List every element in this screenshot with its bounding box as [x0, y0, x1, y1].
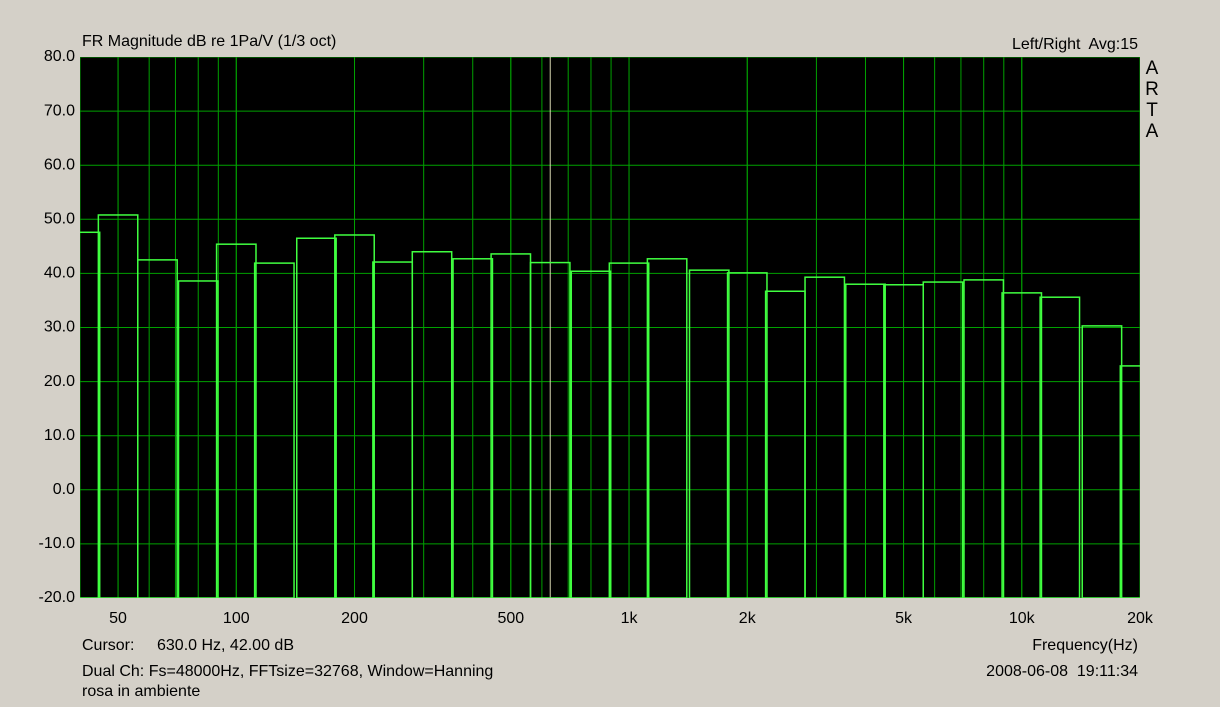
bar	[137, 259, 178, 598]
footer: Dual Ch: Fs=48000Hz, FFTsize=32768, Wind…	[82, 663, 493, 680]
x-tick-label: 1k	[621, 610, 639, 627]
bar	[1119, 365, 1140, 598]
bar	[1081, 325, 1123, 598]
bar	[570, 270, 612, 598]
chart-title: FR Magnitude dB re 1Pa/V (1/3 oct)	[82, 33, 336, 50]
bar	[922, 281, 964, 598]
bar	[845, 283, 886, 598]
bar	[963, 279, 1005, 598]
labels: -20.0 -10.0 0.0 10.0 20.0 30.0 40.0 50.0 60.0 70.…	[39, 48, 1154, 627]
y-tick-label: 10.0	[44, 427, 75, 444]
info: Left/Right Avg:15	[1012, 36, 1138, 53]
y-tick-label: 50.0	[44, 211, 75, 228]
bar	[1001, 292, 1043, 598]
brand: ARTA	[1145, 58, 1159, 142]
bar	[334, 234, 375, 598]
bar	[688, 269, 730, 598]
footer: rosa in ambiente	[82, 683, 200, 700]
bar	[1039, 296, 1081, 598]
y-tick-label: 80.0	[44, 48, 75, 65]
cursor-label: Cursor:	[82, 637, 134, 654]
cursor-text: 630.0 Hz, 42.00 dB	[157, 637, 294, 654]
y-tick-label: 20.0	[44, 373, 75, 390]
x-tick-label: 2k	[739, 610, 757, 627]
x-tick-label: 10k	[1009, 610, 1036, 627]
bar	[646, 258, 688, 598]
timestamp: 2008-06-08 19:11:34	[986, 663, 1138, 680]
y-tick-label: 70.0	[44, 102, 75, 119]
x-tick-label: 20k	[1127, 610, 1154, 627]
y-tick-label: 40.0	[44, 265, 75, 282]
x-tick-label: 200	[341, 610, 368, 627]
bar	[253, 262, 295, 598]
bar	[529, 261, 571, 598]
y-tick-label: 30.0	[44, 319, 75, 336]
bar	[411, 251, 453, 598]
bar	[80, 231, 101, 598]
y-tick-label: 0.0	[53, 481, 75, 498]
x-tick-label: 50	[109, 610, 127, 627]
bar	[177, 280, 219, 598]
bar	[452, 258, 494, 598]
x-axis-label: Frequency(Hz)	[1032, 637, 1138, 654]
bars	[80, 214, 1140, 598]
x-tick-label: 5k	[895, 610, 913, 627]
y-tick-label: 60.0	[44, 156, 75, 173]
bar	[726, 272, 768, 598]
bar	[295, 237, 337, 598]
bar	[804, 276, 846, 598]
x-tick-label: 100	[223, 610, 250, 627]
y-tick-label: -20.0	[39, 589, 76, 606]
bar	[215, 243, 257, 598]
x-tick-label: 500	[497, 610, 524, 627]
bar	[608, 262, 650, 598]
y-tick-label: -10.0	[39, 535, 76, 552]
